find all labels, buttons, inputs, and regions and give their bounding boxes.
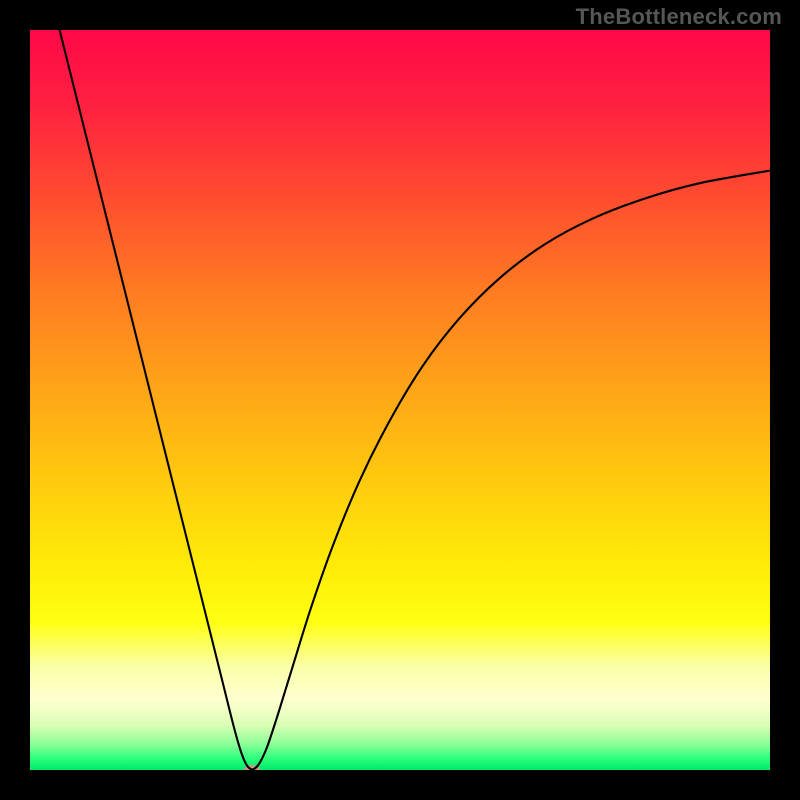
chart-container: TheBottleneck.com [0,0,800,800]
plot-area [30,30,770,770]
gradient-background [30,30,770,770]
chart-svg [30,30,770,770]
watermark-text: TheBottleneck.com [576,4,782,30]
